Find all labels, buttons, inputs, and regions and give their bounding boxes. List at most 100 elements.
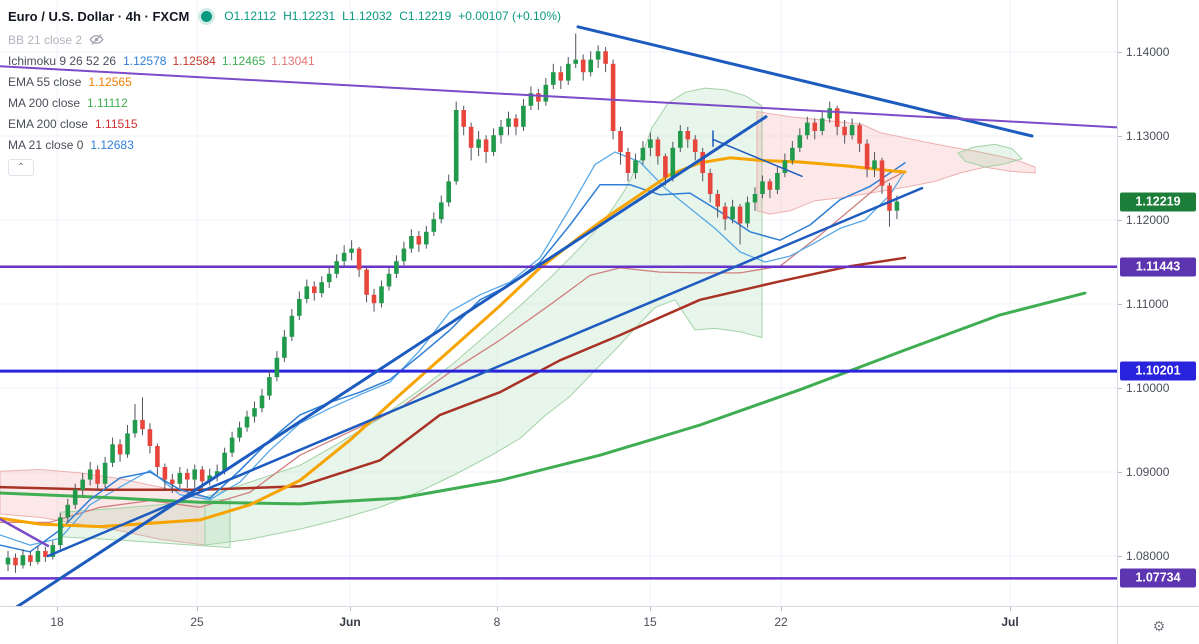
candle[interactable] [498,120,504,144]
candle[interactable] [282,330,287,362]
trendline[interactable] [712,138,803,178]
candle[interactable] [341,245,347,267]
candle[interactable] [551,63,556,89]
ema200-line[interactable] [0,256,907,491]
price-badge[interactable]: 1.12219 [1120,192,1196,212]
candle[interactable] [110,437,115,467]
candle[interactable] [72,483,78,509]
candle[interactable] [20,549,26,569]
candle[interactable] [857,122,862,152]
candle[interactable] [5,551,11,572]
candle[interactable] [536,89,541,110]
candle[interactable] [371,288,377,312]
symbol-title[interactable]: Euro / U.S. Dollar · 4h · FXCM [8,8,190,24]
candle[interactable] [775,167,780,194]
candle[interactable] [237,421,242,442]
candle[interactable] [692,135,698,161]
candle[interactable] [132,404,138,438]
candle[interactable] [722,202,728,231]
candle[interactable] [409,229,414,253]
candle[interactable] [416,230,422,252]
candle[interactable] [834,105,840,136]
candle[interactable] [760,175,765,199]
candle[interactable] [678,125,683,152]
candle[interactable] [431,212,437,236]
trendline[interactable] [0,517,50,548]
price-chart[interactable] [0,0,1117,606]
candle[interactable] [737,204,743,245]
candle[interactable] [259,388,265,413]
candle[interactable] [805,116,810,140]
candle[interactable] [155,443,160,476]
indicator-row-bb[interactable]: BB 21 close 2 [8,32,568,47]
candle[interactable] [864,139,870,178]
candle[interactable] [521,99,526,131]
eye-off-icon[interactable] [89,32,104,47]
candle[interactable] [506,111,511,136]
candle[interactable] [685,126,691,148]
candle[interactable] [43,546,48,562]
candle[interactable] [543,78,549,106]
candle[interactable] [274,351,280,382]
candle[interactable] [812,118,818,140]
candle[interactable] [28,551,33,567]
candle[interactable] [476,131,481,157]
price-badge[interactable]: 1.10201 [1120,361,1196,381]
candle[interactable] [439,195,444,224]
candle[interactable] [80,472,85,496]
candle[interactable] [797,128,803,152]
candle[interactable] [424,225,429,249]
price-badge[interactable]: 1.11443 [1120,257,1196,277]
candle[interactable] [65,498,71,523]
candle[interactable] [13,553,18,573]
trendline[interactable] [46,186,924,558]
candle[interactable] [648,132,653,157]
candle[interactable] [528,86,534,110]
indicator-row-ma200[interactable]: MA 200 close 1.11112 [8,95,568,110]
indicator-row-ichimoku[interactable]: Ichimoku 9 26 52 26 1.12578 1.12584 1.1246… [8,53,568,68]
candle[interactable] [214,464,220,482]
candle[interactable] [580,54,586,81]
candle[interactable] [177,467,183,489]
candle[interactable] [663,153,668,186]
candle[interactable] [618,126,623,165]
candle[interactable] [312,281,317,301]
candle[interactable] [207,468,212,486]
candle[interactable] [655,136,661,165]
candle[interactable] [633,153,638,179]
candle[interactable] [87,461,93,486]
candle[interactable] [401,241,407,266]
candle[interactable] [147,423,153,454]
candle[interactable] [513,114,519,136]
candle[interactable] [849,118,855,140]
candle[interactable] [125,425,130,458]
candle[interactable] [707,168,713,203]
candle[interactable] [304,279,310,304]
indicator-row-ma21[interactable]: MA 21 close 0 1.12683 [8,137,568,152]
candle[interactable] [483,135,489,163]
candle[interactable] [625,147,631,182]
candle[interactable] [117,439,123,462]
candle[interactable] [491,128,496,157]
candle[interactable] [185,468,190,488]
candle[interactable] [879,157,885,194]
collapse-legend-button[interactable]: ⌃ [8,159,34,176]
candle[interactable] [95,465,100,491]
time-axis[interactable]: 18 25 Jun 8 15 22 Jul [0,606,1199,644]
candle[interactable] [700,147,705,182]
candle[interactable] [887,183,892,227]
candle[interactable] [349,240,354,261]
candle[interactable] [267,370,272,400]
candle[interactable] [35,545,41,565]
candle[interactable] [461,105,466,136]
candle[interactable] [670,141,676,182]
candle[interactable] [782,153,788,178]
gear-icon[interactable]: ⚙ [1152,617,1166,634]
candle[interactable] [58,513,63,550]
candle[interactable] [640,141,646,165]
candle[interactable] [588,51,593,77]
candle[interactable] [364,267,369,303]
candle[interactable] [745,196,750,228]
candle[interactable] [752,187,758,211]
candle[interactable] [790,141,795,165]
